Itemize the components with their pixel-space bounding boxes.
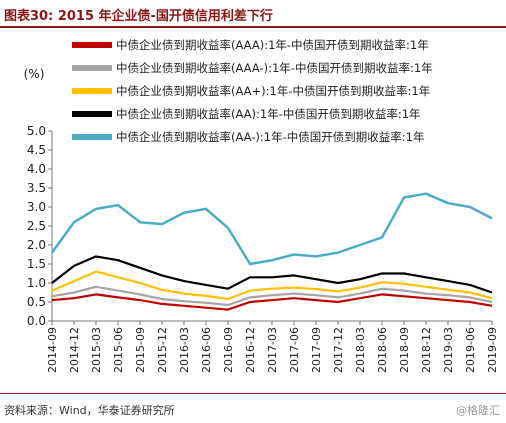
x-tick-label: 2019-06 xyxy=(464,327,477,373)
x-tick-label: 2015-03 xyxy=(90,327,103,373)
x-tick-label: 2014-09 xyxy=(46,327,59,373)
x-tick-label: 2018-09 xyxy=(398,327,411,373)
y-tick-label: 4.0 xyxy=(27,162,46,176)
series-line-1 xyxy=(51,293,493,311)
plot-area xyxy=(50,192,493,311)
x-tick-label: 2016-12 xyxy=(244,327,257,373)
title-divider xyxy=(0,26,506,28)
y-tick-label: 2.5 xyxy=(27,219,46,233)
y-tick-label: 1.5 xyxy=(27,257,46,271)
legend-label-5: 中债企业债到期收益率(AA-):1年-中债国开债到期收益率:1年 xyxy=(116,130,424,144)
x-tick-label: 2015-12 xyxy=(156,327,169,373)
y-tick-label: 5.0 xyxy=(27,124,46,138)
line-chart: 中债企业债到期收益率(AAA):1年-中债国开债到期收益率:1年中债企业债到期收… xyxy=(24,38,499,373)
y-tick-label: 0.5 xyxy=(27,295,46,309)
x-tick-label: 2015-09 xyxy=(134,327,147,373)
series-line-2 xyxy=(51,285,493,307)
legend-label-1: 中债企业债到期收益率(AAA):1年-中债国开债到期收益率:1年 xyxy=(116,38,429,52)
series-line-3 xyxy=(51,270,493,301)
x-axis: 2014-09 2014-12 2015-03 2015-06 2015-09 2015-… xyxy=(46,320,499,373)
y-tick-label: 3.0 xyxy=(27,200,46,214)
footer-divider xyxy=(0,393,506,394)
x-tick-label: 2018-06 xyxy=(376,327,389,373)
watermark: @格隆汇 xyxy=(456,404,500,417)
x-tick-label: 2017-06 xyxy=(288,327,301,373)
legend-label-4: 中债企业债到期收益率(AA):1年-中债国开债到期收益率:1年 xyxy=(116,107,421,121)
x-tick-label: 2016-09 xyxy=(222,327,235,373)
y-tick-label: 4.5 xyxy=(27,143,46,157)
x-tick-label: 2016-03 xyxy=(178,327,191,373)
chart-title: 图表30: 2015 年企业债-国开债信用利差下行 xyxy=(4,9,273,24)
y-tick-label: 0.0 xyxy=(27,314,46,328)
legend-label-2: 中债企业债到期收益率(AAA-):1年-中债国开债到期收益率:1年 xyxy=(116,61,433,75)
legend-label-3: 中债企业债到期收益率(AA+):1年-中债国开债到期收益率:1年 xyxy=(116,84,430,98)
x-tick-label: 2015-06 xyxy=(112,327,125,373)
y-tick-label: 2.0 xyxy=(27,238,46,252)
x-tick-label: 2017-12 xyxy=(332,327,345,373)
x-tick-label: 2018-12 xyxy=(420,327,433,373)
x-tick-label: 2017-03 xyxy=(266,327,279,373)
series-line-4 xyxy=(51,255,493,294)
x-tick-label: 2017-09 xyxy=(310,327,323,373)
y-tick-label: 1.0 xyxy=(27,276,46,290)
x-tick-label: 2014-12 xyxy=(68,327,81,373)
x-tick-label: 2016-06 xyxy=(200,327,213,373)
source-note: 资料来源：Wind，华泰证券研究所 xyxy=(4,404,175,417)
x-tick-label: 2019-09 xyxy=(486,327,499,373)
x-tick-label: 2019-03 xyxy=(442,327,455,373)
series-line-5 xyxy=(50,192,493,266)
y-tick-label: 3.5 xyxy=(27,181,46,195)
legend: 中债企业债到期收益率(AAA):1年-中债国开债到期收益率:1年中债企业债到期收… xyxy=(72,38,433,144)
y-axis-unit-label: (%) xyxy=(24,67,45,81)
x-tick-label: 2018-03 xyxy=(354,327,367,373)
y-axis: 5.0 4.5 4.0 3.5 3.0 2.5 2.0 1.5 1.0 0.5 0.0 xyxy=(27,124,53,328)
